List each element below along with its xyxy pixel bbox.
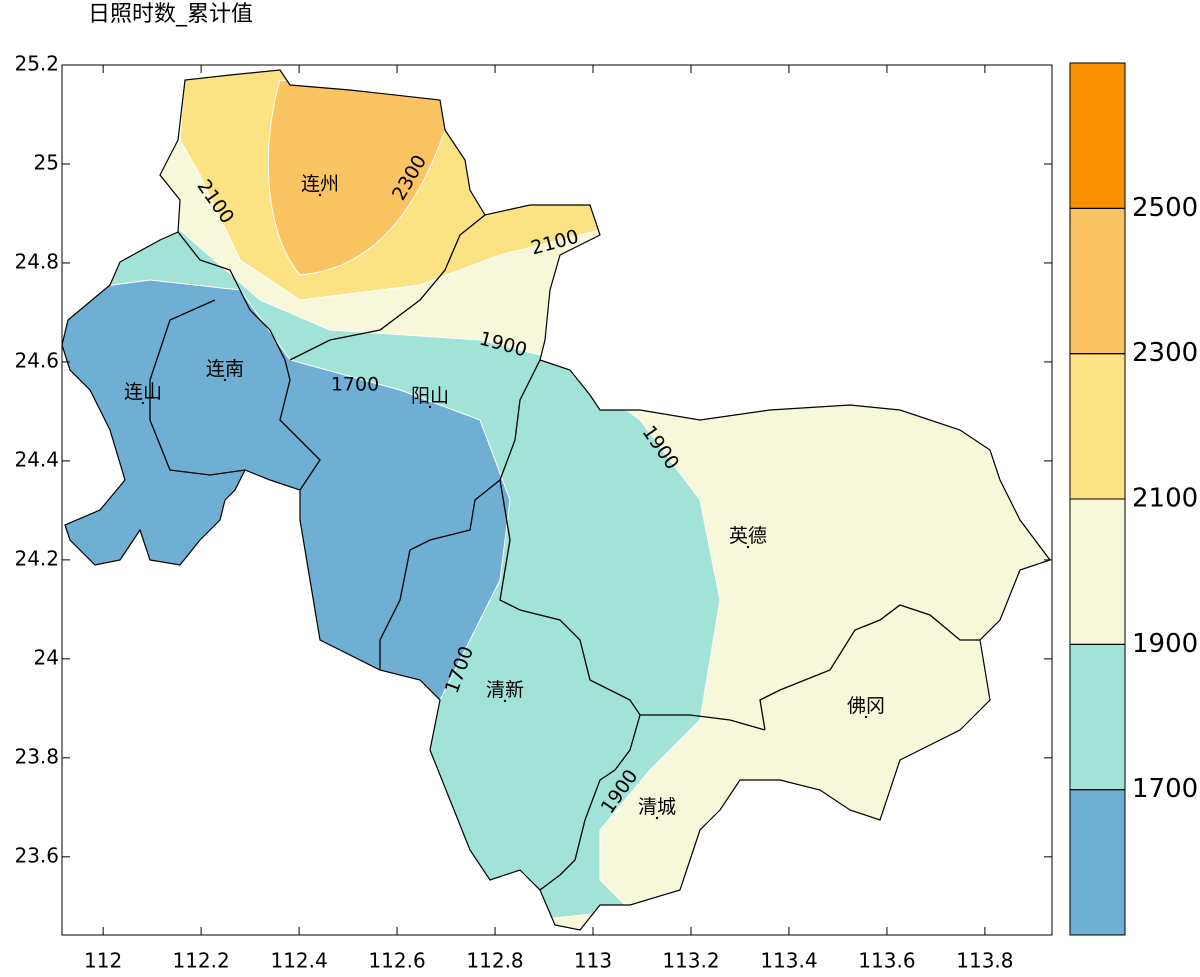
- y-tick-label: 23.6: [14, 843, 59, 867]
- city-dot: [864, 715, 868, 719]
- x-tick-label: 113.4: [760, 949, 817, 973]
- city-label: 连山: [124, 381, 162, 403]
- y-tick-label: 24.4: [14, 447, 59, 471]
- colorbar-label: 2300: [1132, 338, 1198, 368]
- contour-label: 1700: [331, 374, 379, 396]
- city-label: 连南: [206, 358, 244, 380]
- x-tick-label: 112.4: [270, 949, 327, 973]
- y-tick-label: 24.8: [14, 249, 59, 273]
- city-label: 连州: [301, 173, 339, 195]
- map-title: 日照时数_累计值: [88, 2, 253, 27]
- city-label: 阳山: [411, 385, 449, 407]
- colorbar-label: 1700: [1132, 774, 1198, 804]
- colorbar-label: 2100: [1132, 484, 1198, 514]
- city-dot: [503, 699, 507, 703]
- city-dot: [318, 193, 322, 197]
- colorbar-segment: [1069, 643, 1126, 791]
- colorbar-segment: [1069, 62, 1126, 209]
- colorbar-segment: [1069, 498, 1126, 645]
- plot-frame: [61, 64, 1053, 936]
- city-dot: [655, 816, 659, 820]
- region-outline: [61, 69, 1051, 931]
- colorbar-label: 1900: [1132, 629, 1198, 659]
- colorbar-segment: [1069, 353, 1126, 500]
- colorbar-segment: [1069, 789, 1126, 936]
- colorbar-label: 2500: [1132, 193, 1198, 223]
- x-tick-label: 113.8: [956, 949, 1013, 973]
- city-dot: [746, 545, 750, 549]
- y-tick-label: 25: [34, 150, 59, 174]
- x-tick-label: 112.6: [368, 949, 425, 973]
- city-label: 清城: [638, 796, 676, 818]
- y-tick-label: 24.6: [14, 348, 59, 372]
- city-dot: [428, 405, 432, 409]
- x-tick-label: 113: [574, 949, 612, 973]
- y-tick-label: 23.8: [14, 744, 59, 768]
- city-label: 清新: [486, 679, 524, 701]
- y-tick-label: 25.2: [14, 52, 59, 76]
- x-tick-label: 112.8: [466, 949, 523, 973]
- x-tick-label: 113.2: [662, 949, 719, 973]
- y-tick-label: 24.2: [14, 546, 59, 570]
- district-boundaries: [149, 214, 980, 891]
- x-tick-label: 112: [84, 949, 122, 973]
- x-tick-label: 113.6: [858, 949, 915, 973]
- y-tick-label: 24: [34, 645, 59, 669]
- colorbar-segment: [1069, 207, 1126, 355]
- contour-band: [267, 79, 446, 276]
- city-label: 英德: [729, 525, 767, 547]
- city-dot: [223, 378, 227, 382]
- city-dot: [141, 401, 145, 405]
- x-tick-label: 112.2: [172, 949, 229, 973]
- city-label: 佛冈: [847, 695, 885, 717]
